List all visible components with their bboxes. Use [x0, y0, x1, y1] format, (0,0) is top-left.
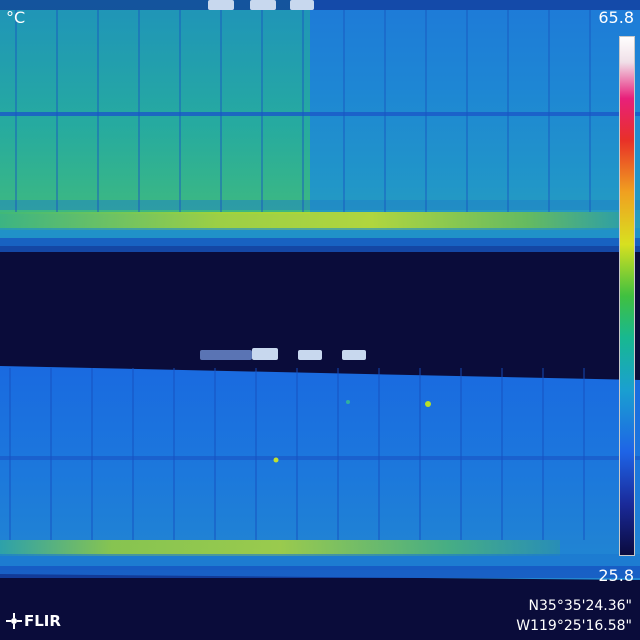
gps-readout: N35°35'24.36" W119°25'16.58": [516, 596, 632, 636]
top-panel-row: [0, 0, 640, 252]
flir-logo: FLIR: [6, 612, 61, 630]
logo-text: FLIR: [24, 612, 61, 630]
temperature-unit-label: °C: [6, 8, 26, 27]
gps-latitude: N35°35'24.36": [528, 598, 632, 614]
bottom-panel-row: [0, 348, 640, 580]
gps-longitude: W119°25'16.58": [516, 618, 632, 634]
flir-mark-icon: [6, 613, 22, 629]
scale-max-label: 65.8: [598, 8, 634, 27]
color-scale-bar: [619, 36, 635, 556]
scale-min-label: 25.8: [598, 566, 634, 585]
color-scale-frame: [619, 36, 635, 556]
